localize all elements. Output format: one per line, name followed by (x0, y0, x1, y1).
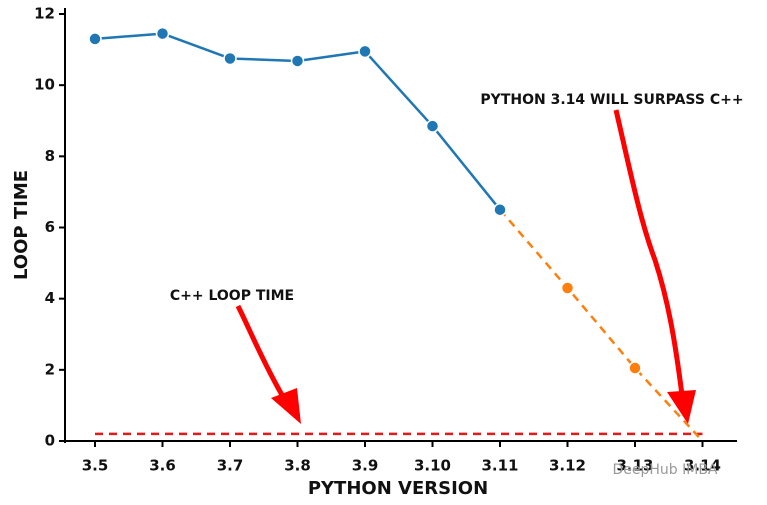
x-tick-label: 3.13 (616, 457, 653, 475)
x-axis-label: PYTHON VERSION (308, 478, 488, 499)
point (223, 51, 237, 66)
arrow-head (271, 388, 301, 424)
x-tick-label: 3.7 (217, 457, 244, 475)
x-tick-label: 3.6 (149, 457, 176, 475)
y-tick-label: 2 (45, 360, 55, 378)
y-axis-label: LOOP TIME (11, 170, 32, 280)
point (425, 119, 440, 133)
y-tick-label: 8 (45, 147, 55, 165)
point (493, 202, 507, 217)
y-tick-label: 12 (34, 5, 55, 23)
point (88, 32, 102, 46)
point (628, 361, 642, 375)
x-tick-label: 3.14 (684, 457, 721, 475)
annotation: PYTHON 3.14 WILL SURPASS C++ (480, 92, 743, 108)
arrow (613, 109, 685, 396)
y-tick-label: 4 (45, 289, 55, 307)
line (499, 208, 704, 442)
y-tick-label: 10 (34, 76, 55, 94)
arrow (235, 304, 285, 397)
y-tick-label: 6 (45, 218, 55, 236)
x-tick-label: 3.9 (352, 457, 379, 475)
point (560, 281, 575, 295)
x-tick-label: 3.11 (481, 457, 518, 475)
x-tick-label: 3.12 (549, 457, 586, 475)
annotation: C++ LOOP TIME (170, 288, 294, 304)
point (358, 44, 372, 59)
x-tick-label: 3.5 (82, 457, 109, 475)
x-tick-label: 3.8 (284, 457, 311, 475)
y-tick-label: 0 (45, 432, 55, 450)
x-tick-label: 3.10 (414, 457, 451, 475)
point (155, 26, 170, 41)
arrow-head (667, 390, 696, 424)
watermark: DeepHub IMBA (612, 462, 717, 478)
point (290, 54, 305, 68)
